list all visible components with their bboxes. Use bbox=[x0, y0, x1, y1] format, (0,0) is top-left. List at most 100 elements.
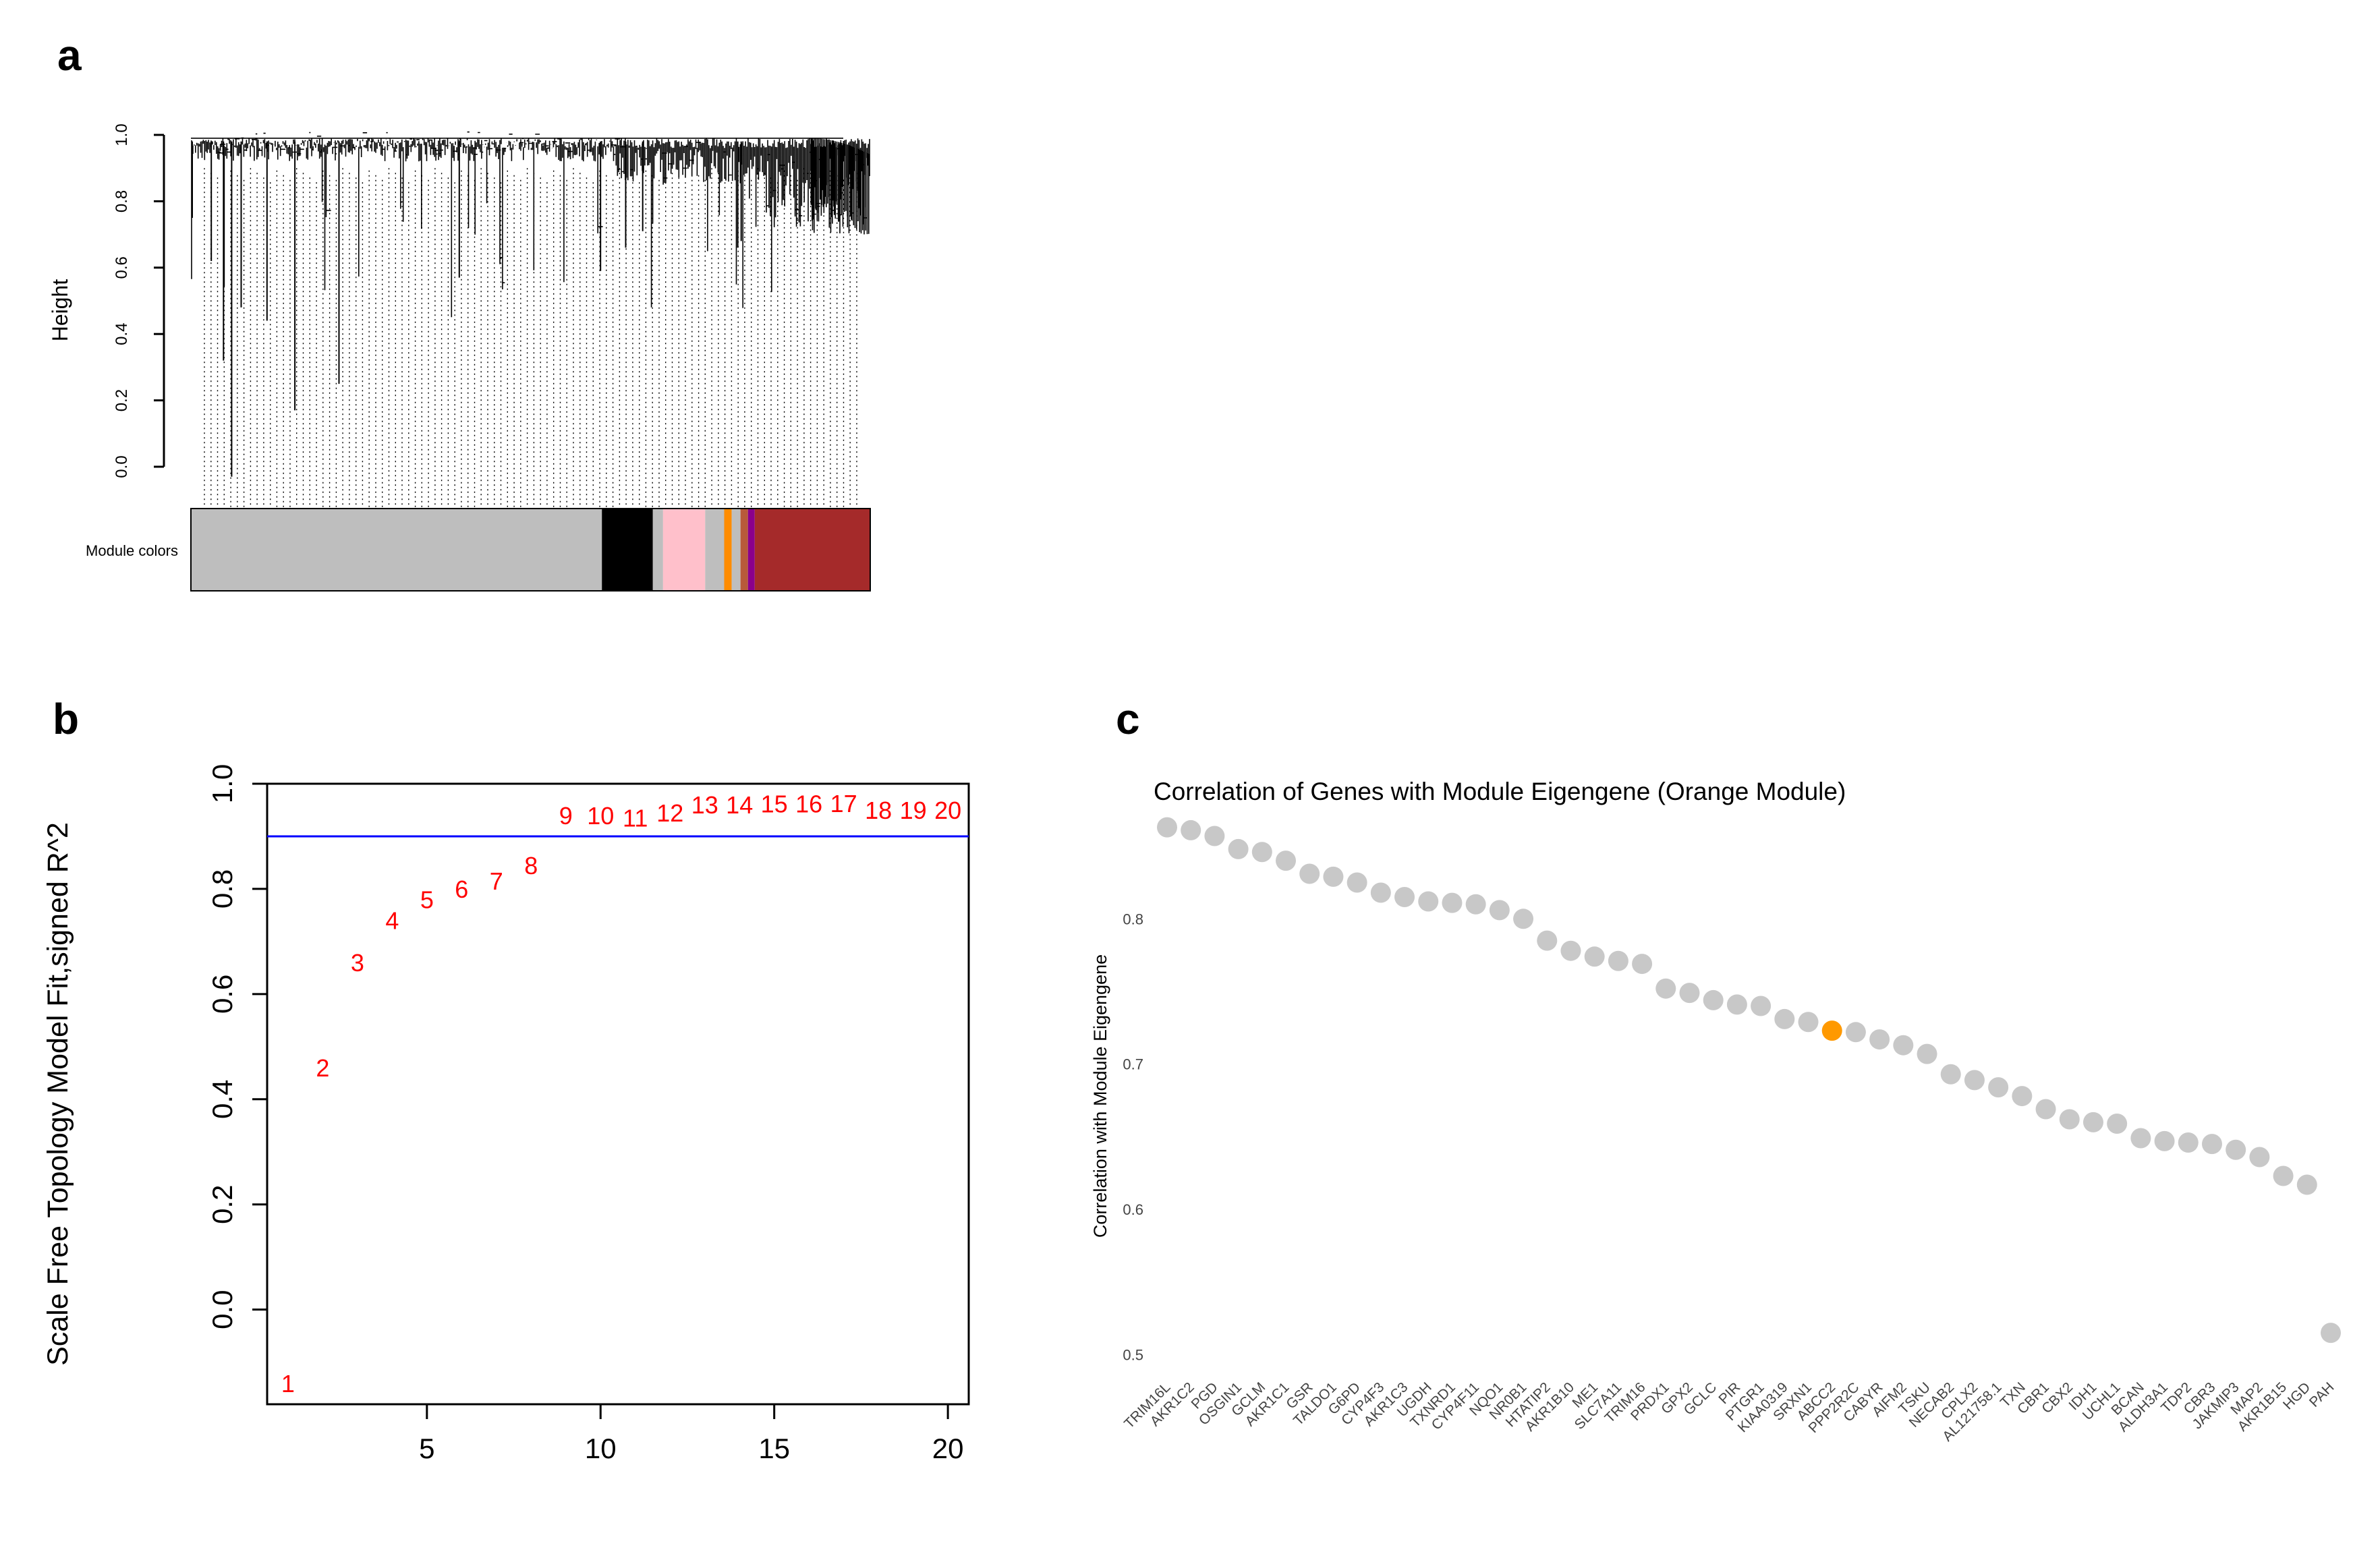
c-point-pah bbox=[2321, 1323, 2341, 1344]
a-module-color-bar bbox=[190, 508, 871, 592]
panel-a-dendrogram: 0.0 0.2 0.4 0.6 0.8 1.0 Height Module colors bbox=[48, 123, 871, 592]
a-y-tick-label: 0.6 bbox=[113, 256, 131, 279]
c-point-cabyr bbox=[1869, 1029, 1890, 1050]
c-gene-label: HGD bbox=[2280, 1379, 2313, 1412]
a-module-colors-label: Module colors bbox=[86, 542, 178, 559]
b-power-label-1: 1 bbox=[281, 1370, 295, 1397]
a-y-tick-label: 0.2 bbox=[113, 389, 131, 411]
c-point-taldo1 bbox=[1323, 866, 1344, 887]
c-point-tdp2 bbox=[2178, 1132, 2199, 1153]
c-point-kiaa0319 bbox=[1774, 1008, 1795, 1029]
c-point-cyp4f3 bbox=[1370, 882, 1391, 903]
a-module-bar-frame bbox=[190, 508, 871, 592]
c-point-ppp2r2c bbox=[1845, 1022, 1866, 1043]
b-power-label-3: 3 bbox=[351, 949, 364, 977]
b-y-tick-label: 0.8 bbox=[206, 869, 238, 909]
b-y-tick-label: 0.0 bbox=[206, 1290, 238, 1329]
panel-label-a: a bbox=[57, 31, 82, 80]
c-point-txnrd1 bbox=[1442, 892, 1463, 913]
b-power-label-2: 2 bbox=[316, 1054, 329, 1082]
b-power-label-5: 5 bbox=[420, 886, 434, 914]
c-point-cbr1 bbox=[2035, 1099, 2056, 1120]
b-y-tick-label: 1.0 bbox=[206, 764, 238, 803]
c-gene-points bbox=[1157, 817, 2341, 1344]
b-power-label-19: 19 bbox=[900, 797, 927, 824]
b-x-tick-label: 5 bbox=[419, 1433, 434, 1464]
c-y-tick-label: 0.6 bbox=[1123, 1201, 1143, 1218]
b-power-label-15: 15 bbox=[761, 790, 788, 818]
a-dendrogram-tree bbox=[191, 131, 870, 507]
b-x-axis: 5 10 15 20 bbox=[419, 1404, 963, 1464]
a-module-segment-brown bbox=[754, 509, 870, 591]
b-y-tick-label: 0.4 bbox=[206, 1080, 238, 1119]
b-power-label-9: 9 bbox=[559, 802, 573, 830]
c-point-idh1 bbox=[2082, 1112, 2103, 1132]
b-power-label-10: 10 bbox=[587, 802, 614, 830]
b-power-label-7: 7 bbox=[490, 867, 503, 895]
b-x-tick-label: 15 bbox=[758, 1433, 790, 1464]
c-point-al121758.1 bbox=[1988, 1077, 2009, 1098]
a-y-tick-label: 0.8 bbox=[113, 190, 131, 212]
panel-label-c: c bbox=[1116, 695, 1140, 743]
c-point-trim16 bbox=[1632, 954, 1653, 975]
b-power-label-13: 13 bbox=[691, 791, 718, 819]
c-point-cbr3 bbox=[2201, 1134, 2222, 1155]
a-module-segment-orange bbox=[724, 509, 732, 591]
a-module-segment-purple bbox=[747, 509, 755, 591]
c-point-pgd bbox=[1204, 826, 1225, 846]
c-point-slc7a11 bbox=[1608, 950, 1628, 971]
b-x-tick-label: 20 bbox=[932, 1433, 964, 1464]
a-module-segment-black bbox=[602, 509, 653, 591]
b-power-label-16: 16 bbox=[795, 790, 822, 818]
b-power-label-12: 12 bbox=[656, 799, 683, 827]
a-dendrogram-leaf-guides bbox=[204, 168, 857, 507]
b-y-label: Scale Free Topology Model Fit,signed R^2 bbox=[42, 822, 74, 1366]
c-point-gclc bbox=[1703, 989, 1724, 1010]
b-power-label-14: 14 bbox=[726, 791, 753, 819]
c-point-pir bbox=[1726, 994, 1747, 1015]
c-point-akr1c2 bbox=[1181, 819, 1201, 840]
c-point-nr0b1 bbox=[1513, 909, 1534, 929]
b-y-tick-label: 0.6 bbox=[206, 975, 238, 1014]
a-y-axis: 0.0 0.2 0.4 0.6 0.8 1.0 bbox=[113, 123, 165, 478]
c-gene-label: PAH bbox=[2306, 1379, 2338, 1410]
c-y-axis: 0.5 0.6 0.7 0.8 bbox=[1123, 911, 1143, 1363]
c-point-map2 bbox=[2249, 1147, 2270, 1168]
c-y-tick-label: 0.7 bbox=[1123, 1056, 1143, 1073]
a-y-label: Height bbox=[48, 279, 72, 342]
a-module-segment-pink bbox=[662, 509, 706, 591]
c-point-ugdh bbox=[1418, 891, 1439, 912]
a-module-segment-grey bbox=[191, 509, 602, 591]
c-y-label: Correlation with Module Eigengene bbox=[1090, 954, 1110, 1238]
c-point-tsku bbox=[1917, 1043, 1937, 1064]
b-power-label-8: 8 bbox=[524, 852, 538, 880]
c-point-abcc2 bbox=[1821, 1020, 1842, 1041]
panel-c-gene-correlation: Correlation of Genes with Module Eigenge… bbox=[1090, 778, 2341, 1445]
c-title: Correlation of Genes with Module Eigenge… bbox=[1154, 778, 1846, 805]
b-x-tick-label: 10 bbox=[585, 1433, 617, 1464]
b-power-label-20: 20 bbox=[934, 797, 961, 824]
c-point-aifm2 bbox=[1893, 1035, 1914, 1056]
c-point-bcan bbox=[2130, 1128, 2151, 1149]
b-y-tick-label: 0.2 bbox=[206, 1185, 238, 1224]
panel-label-b: b bbox=[53, 695, 79, 743]
b-power-label-11: 11 bbox=[623, 805, 648, 832]
c-point-gclm bbox=[1251, 842, 1272, 863]
c-point-ptgr1 bbox=[1751, 996, 1772, 1016]
b-power-label-18: 18 bbox=[865, 797, 892, 824]
c-point-akr1b15 bbox=[2273, 1165, 2294, 1186]
c-point-trim16l bbox=[1157, 817, 1177, 838]
c-point-aldh3a1 bbox=[2154, 1130, 2175, 1151]
a-module-segment-grey bbox=[705, 509, 725, 591]
c-point-gsr bbox=[1299, 863, 1320, 884]
c-point-nqo1 bbox=[1489, 900, 1510, 921]
b-plot-frame bbox=[266, 782, 970, 1406]
c-point-uchl1 bbox=[2107, 1114, 2128, 1134]
c-point-me1 bbox=[1584, 946, 1605, 967]
c-y-tick-label: 0.5 bbox=[1123, 1346, 1143, 1363]
a-y-tick-label: 0.0 bbox=[113, 455, 131, 478]
c-point-cbx2 bbox=[2059, 1109, 2080, 1130]
b-power-label-4: 4 bbox=[385, 907, 399, 935]
c-point-akr1c1 bbox=[1276, 851, 1297, 871]
